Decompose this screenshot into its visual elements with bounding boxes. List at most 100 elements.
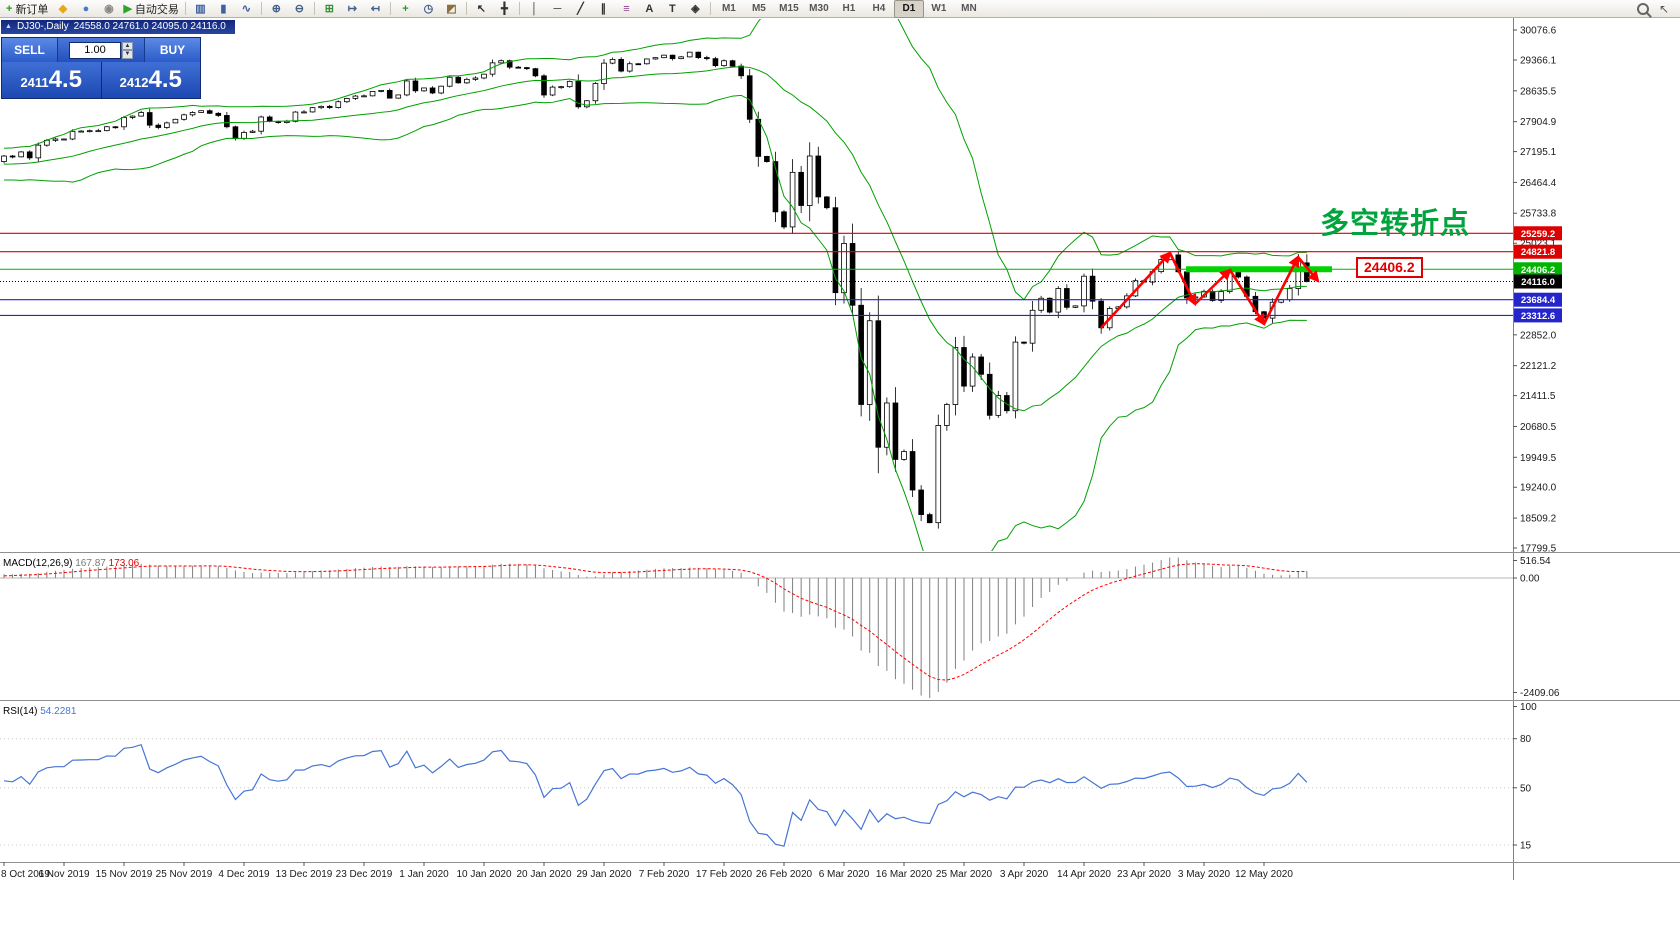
buy-price-button[interactable]: 2412 4.5: [101, 62, 200, 98]
zoom-out-icon: ⊖: [294, 2, 305, 15]
candlestick-chart-icon[interactable]: ▮: [212, 0, 235, 18]
price-level-label: 23312.6: [1521, 311, 1555, 322]
price-tick-label: 17799.5: [1520, 544, 1557, 555]
periods-icon: ◷: [423, 2, 434, 15]
symbol-search-icon[interactable]: [1636, 2, 1649, 15]
candle: [78, 130, 84, 133]
trendline-icon[interactable]: ╱: [569, 0, 592, 18]
candle: [549, 85, 556, 97]
timeframe-h1-button[interactable]: H1: [842, 3, 856, 14]
candle: [258, 115, 264, 135]
trend-arrow[interactable]: [1297, 256, 1320, 283]
vertical-line-icon[interactable]: │: [523, 0, 546, 18]
price-tick-label: 26464.4: [1520, 178, 1557, 189]
horizontal-line-icon[interactable]: ─: [546, 0, 569, 18]
crosshair-icon[interactable]: ╋: [493, 0, 516, 18]
trend-arrow[interactable]: [1100, 251, 1172, 329]
candle: [515, 66, 522, 69]
candle: [566, 80, 573, 88]
autotrading-button[interactable]: ▶ 自动交易: [120, 0, 181, 18]
candle: [532, 67, 539, 78]
timeframe-m15-button[interactable]: M15: [779, 3, 799, 14]
price-tick-label: 27195.1: [1520, 147, 1557, 158]
periods-icon[interactable]: ◷: [417, 0, 440, 18]
zoom-out-icon[interactable]: ⊖: [288, 0, 311, 18]
new-order-button[interactable]: + 新订单: [3, 0, 51, 18]
channel-icon[interactable]: ∥: [592, 0, 615, 18]
volume-control: 1.00 ▲ ▼: [57, 38, 145, 62]
turning-point-annotation[interactable]: 多空转折点: [1320, 208, 1471, 240]
main-toolbar: + 新订单 ◆ ● ◉ ▶ 自动交易 ▥ ▮ ∿ ⊕ ⊖ ⊞ ↦ ↤ + ◷ ◩ ↖ ╋ │ ─ ╱ ∥ ≡ A T ◈ M1 M5 M15…: [0, 0, 1680, 18]
label-icon[interactable]: T: [661, 0, 684, 18]
candle: [412, 77, 419, 93]
volume-down-button[interactable]: ▼: [122, 50, 133, 59]
buy-button[interactable]: BUY: [145, 38, 200, 62]
macd-signal-line: [3, 563, 1307, 681]
date-label: 15 Nov 2019: [96, 869, 153, 880]
date-label: 17 Feb 2020: [696, 869, 753, 880]
fibonacci-icon[interactable]: ≡: [615, 0, 638, 18]
horizontal-line-icon: ─: [553, 2, 562, 15]
tile-windows-icon[interactable]: ⊞: [318, 0, 341, 18]
pointer-tool-icon[interactable]: ↖: [1658, 1, 1669, 16]
chart-shift-icon[interactable]: ↤: [364, 0, 387, 18]
candle: [361, 94, 367, 98]
auto-scroll-icon[interactable]: ↦: [341, 0, 364, 18]
candle: [935, 414, 942, 529]
candle: [661, 54, 667, 59]
candle: [1055, 286, 1062, 319]
candle: [378, 89, 384, 93]
candle: [626, 61, 633, 73]
date-label: 23 Apr 2020: [1117, 869, 1171, 880]
candle: [858, 287, 864, 417]
resistance-price-tag[interactable]: 24406.2: [1356, 257, 1423, 278]
resistance-band[interactable]: [1186, 266, 1332, 273]
candle: [875, 295, 882, 474]
timeframe-d1-button[interactable]: D1: [893, 0, 924, 18]
trend-arrow[interactable]: [1194, 268, 1232, 305]
candle: [772, 151, 779, 223]
macd-pane[interactable]: [0, 557, 1513, 698]
rsi-pane[interactable]: [0, 738, 1513, 847]
volume-up-button[interactable]: ▲: [122, 41, 133, 50]
trend-arrow[interactable]: [1228, 269, 1266, 326]
zoom-in-icon[interactable]: ⊕: [265, 0, 288, 18]
candle: [301, 110, 307, 114]
trend-arrow[interactable]: [1168, 252, 1197, 307]
shapes-icon[interactable]: ◈: [684, 0, 707, 18]
line-chart-icon[interactable]: ∿: [235, 0, 258, 18]
timeframe-h4-button[interactable]: H4: [872, 3, 886, 14]
candle: [86, 129, 93, 133]
timeframe-m5-button[interactable]: M5: [751, 3, 766, 14]
mq-logo-icon[interactable]: ◆: [51, 0, 74, 18]
candle: [601, 58, 607, 90]
bb-lower-band: [3, 94, 1307, 551]
profile-icon[interactable]: ●: [74, 0, 97, 18]
timeframe-m1-button[interactable]: M1: [721, 3, 736, 14]
volume-field[interactable]: 1.00: [69, 41, 121, 59]
candle: [429, 86, 436, 95]
zoom-in-icon: ⊕: [271, 2, 282, 15]
candle: [69, 129, 76, 141]
text-icon[interactable]: A: [638, 0, 661, 18]
timeframe-w1-button[interactable]: W1: [931, 3, 947, 14]
broadcast-icon[interactable]: ◉: [97, 0, 120, 18]
main-chart-pane[interactable]: [0, 0, 1513, 583]
cursor-icon[interactable]: ↖: [470, 0, 493, 18]
trend-arrow[interactable]: [1262, 254, 1300, 325]
templates-icon[interactable]: ◩: [440, 0, 463, 18]
candle: [506, 59, 513, 70]
rsi-pane-label: RSI(14) 54.2281: [3, 706, 77, 717]
candle: [404, 78, 410, 97]
toolbar-separator: [709, 2, 711, 15]
timeframe-mn-button[interactable]: MN: [961, 3, 977, 14]
timeframe-m30-button[interactable]: M30: [809, 3, 829, 14]
bar-chart-icon[interactable]: ▥: [189, 0, 212, 18]
date-label: 7 Feb 2020: [639, 869, 690, 880]
indicators-icon[interactable]: +: [394, 0, 417, 18]
sell-price-button[interactable]: 2411 4.5: [2, 62, 102, 98]
price-tick-label: 22121.2: [1520, 361, 1557, 372]
sell-button[interactable]: SELL: [2, 38, 57, 62]
candle: [892, 387, 899, 472]
